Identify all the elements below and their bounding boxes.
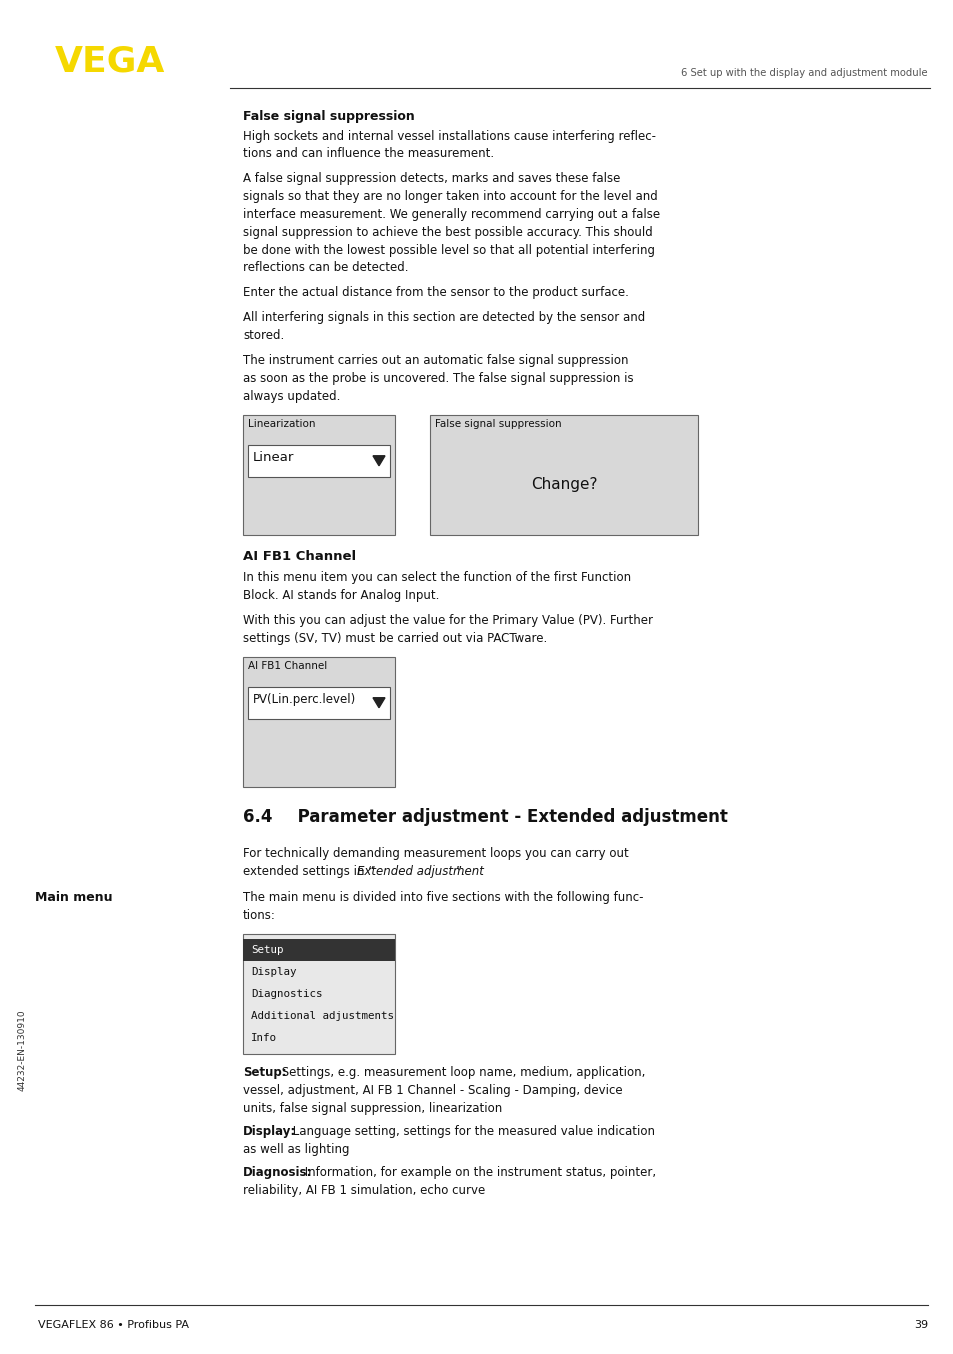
Text: 6.4   Parameter adjustment - Extended adjustment: 6.4 Parameter adjustment - Extended adju… — [243, 808, 727, 826]
Text: Additional adjustments: Additional adjustments — [251, 1011, 394, 1021]
Text: Linear: Linear — [253, 451, 294, 464]
Polygon shape — [373, 697, 385, 708]
Text: Setup:: Setup: — [243, 1066, 286, 1079]
Text: Extended adjustment: Extended adjustment — [357, 865, 484, 877]
Text: tions and can influence the measurement.: tions and can influence the measurement. — [243, 148, 494, 160]
Bar — [243, 934, 395, 1055]
Text: interface measurement. We generally recommend carrying out a false: interface measurement. We generally reco… — [243, 209, 659, 221]
Text: Main menu: Main menu — [35, 891, 112, 904]
Text: VEGAFLEX 86 • Profibus PA: VEGAFLEX 86 • Profibus PA — [38, 1320, 189, 1330]
Text: In this menu item you can select the function of the first Function: In this menu item you can select the fun… — [243, 571, 631, 584]
Bar — [430, 414, 698, 535]
Text: units, false signal suppression, linearization: units, false signal suppression, lineari… — [243, 1102, 501, 1114]
Text: Setup: Setup — [251, 945, 283, 955]
Text: tions:: tions: — [243, 909, 275, 922]
Text: PV(Lin.perc.level): PV(Lin.perc.level) — [253, 693, 355, 705]
Text: False signal suppression: False signal suppression — [243, 110, 415, 123]
Text: Diagnostics: Diagnostics — [251, 990, 322, 999]
Text: Settings, e.g. measurement loop name, medium, application,: Settings, e.g. measurement loop name, me… — [277, 1066, 644, 1079]
Text: reflections can be detected.: reflections can be detected. — [243, 261, 408, 275]
Text: as soon as the probe is uncovered. The false signal suppression is: as soon as the probe is uncovered. The f… — [243, 372, 633, 385]
Bar — [243, 414, 395, 535]
Text: The instrument carries out an automatic false signal suppression: The instrument carries out an automatic … — [243, 355, 628, 367]
Text: False signal suppression: False signal suppression — [435, 418, 561, 429]
Text: as well as lighting: as well as lighting — [243, 1143, 349, 1156]
Text: extended settings in “: extended settings in “ — [243, 865, 374, 877]
Text: reliability, AI FB 1 simulation, echo curve: reliability, AI FB 1 simulation, echo cu… — [243, 1183, 485, 1197]
Text: 6 Set up with the display and adjustment module: 6 Set up with the display and adjustment… — [680, 68, 927, 79]
Bar — [248, 444, 390, 477]
Text: Display: Display — [251, 967, 296, 978]
Text: vessel, adjustment, AI FB 1 Channel - Scaling - Damping, device: vessel, adjustment, AI FB 1 Channel - Sc… — [243, 1085, 622, 1097]
Text: Info: Info — [251, 1033, 276, 1043]
Text: Enter the actual distance from the sensor to the product surface.: Enter the actual distance from the senso… — [243, 287, 628, 299]
Bar — [430, 414, 698, 535]
Text: Information, for example on the instrument status, pointer,: Information, for example on the instrume… — [301, 1166, 656, 1179]
Text: All interfering signals in this section are detected by the sensor and: All interfering signals in this section … — [243, 311, 644, 325]
Text: AI FB1 Channel: AI FB1 Channel — [243, 550, 355, 563]
Bar — [243, 657, 395, 787]
Bar — [243, 934, 395, 1055]
Text: signal suppression to achieve the best possible accuracy. This should: signal suppression to achieve the best p… — [243, 226, 652, 238]
Text: Diagnosis:: Diagnosis: — [243, 1166, 312, 1179]
Text: Language setting, settings for the measured value indication: Language setting, settings for the measu… — [289, 1125, 655, 1137]
Text: AI FB1 Channel: AI FB1 Channel — [248, 661, 327, 670]
Text: Display:: Display: — [243, 1125, 296, 1137]
Text: VEGA: VEGA — [55, 45, 165, 79]
Text: always updated.: always updated. — [243, 390, 340, 402]
Polygon shape — [373, 456, 385, 466]
Bar — [243, 940, 395, 961]
Text: Linearization: Linearization — [248, 418, 315, 429]
Text: A false signal suppression detects, marks and saves these false: A false signal suppression detects, mark… — [243, 172, 619, 185]
Text: signals so that they are no longer taken into account for the level and: signals so that they are no longer taken… — [243, 190, 657, 203]
Text: 44232-EN-130910: 44232-EN-130910 — [17, 1009, 27, 1091]
Text: 39: 39 — [913, 1320, 927, 1330]
Bar — [243, 414, 395, 535]
Text: The main menu is divided into five sections with the following func-: The main menu is divided into five secti… — [243, 891, 643, 904]
Text: With this you can adjust the value for the Primary Value (PV). Further: With this you can adjust the value for t… — [243, 613, 652, 627]
Text: Block. AI stands for Analog Input.: Block. AI stands for Analog Input. — [243, 589, 439, 603]
Text: settings (SV, TV) must be carried out via PACTware.: settings (SV, TV) must be carried out vi… — [243, 632, 547, 645]
Bar — [248, 686, 390, 719]
Text: High sockets and internal vessel installations cause interfering reflec-: High sockets and internal vessel install… — [243, 130, 656, 142]
Bar — [243, 657, 395, 787]
Text: Change?: Change? — [530, 477, 597, 493]
Text: stored.: stored. — [243, 329, 284, 343]
Text: be done with the lowest possible level so that all potential interfering: be done with the lowest possible level s… — [243, 244, 655, 256]
Text: ”.: ”. — [456, 865, 466, 877]
Text: For technically demanding measurement loops you can carry out: For technically demanding measurement lo… — [243, 846, 628, 860]
